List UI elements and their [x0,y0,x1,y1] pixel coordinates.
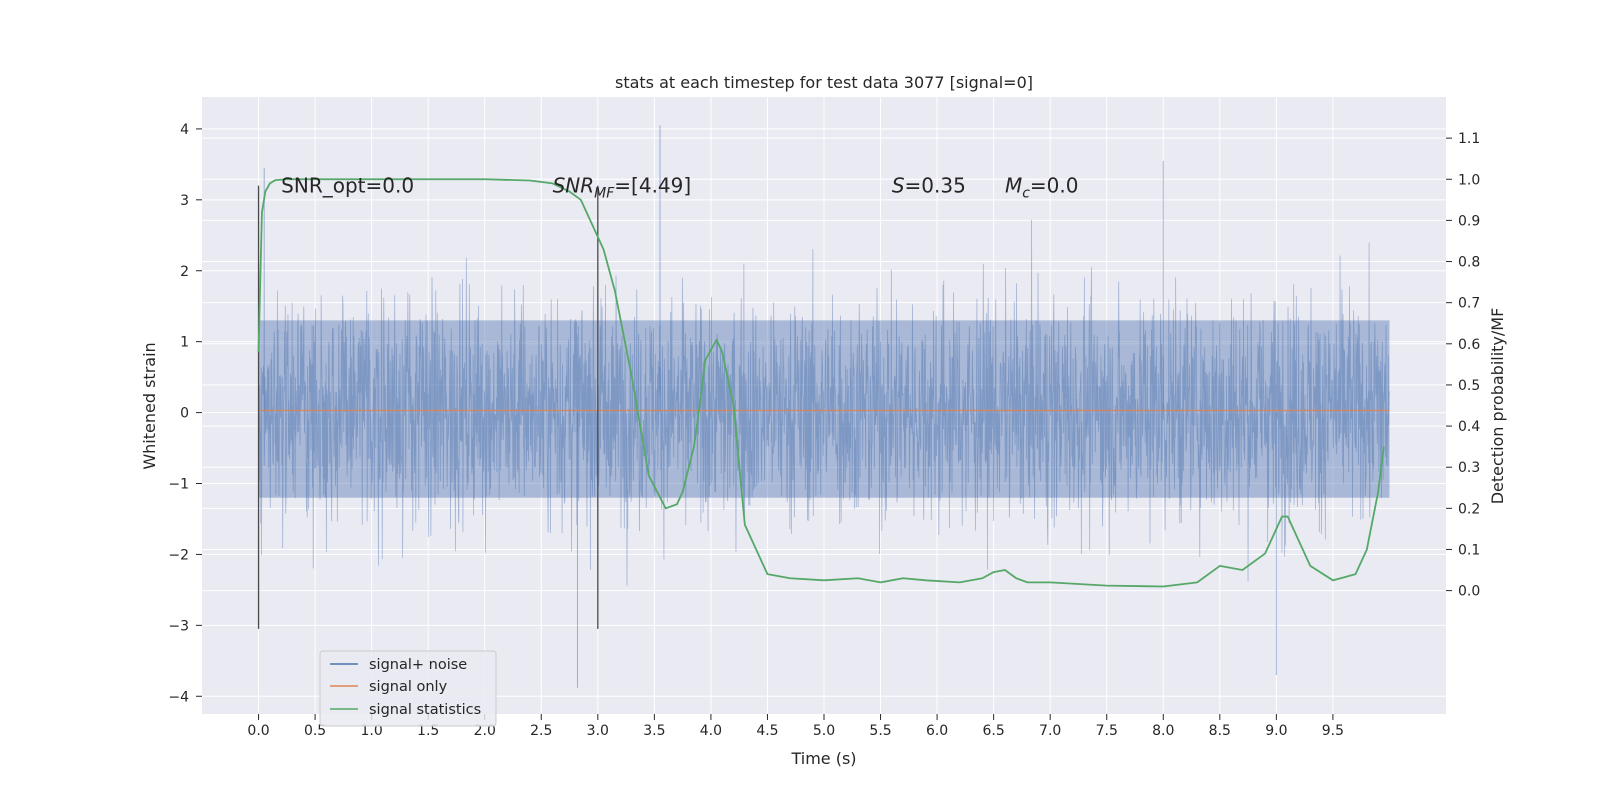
grid [202,97,1446,714]
x-tick-label: 3.0 [587,723,609,739]
series-signal-plus-noise [258,125,1390,688]
y-tick-label: 4 [180,122,189,138]
x-tick-label: 0.0 [247,723,269,739]
chart-title: stats at each timestep for test data 307… [615,73,1033,92]
y2-tick-label: 1.0 [1458,172,1480,188]
y2-tick-label: 0.9 [1458,213,1480,229]
noise-trace [258,219,1390,586]
y-axis-label: Whitened strain [140,342,159,469]
x-tick-label: 6.0 [926,723,948,739]
y2-tick-label: 0.8 [1458,255,1480,271]
x-tick-label: 7.0 [1039,723,1061,739]
x-tick-label: 5.0 [813,723,835,739]
x-tick-label: 1.5 [417,723,439,739]
x-tick-label: 5.5 [869,723,891,739]
y-tick-label: 2 [180,264,189,280]
signal-statistics-line [257,178,1385,588]
annotation-snr-mf: SNRMF=[4.49] [553,174,692,202]
x-tick-label: 4.0 [700,723,722,739]
x-axis-label: Time (s) [790,749,856,768]
legend: signal+ noise signal only signal statist… [319,650,497,727]
legend-label-signal-only: signal only [369,679,448,695]
y2-tick-label: 0.5 [1458,378,1480,394]
y2-tick-label: 0.1 [1458,542,1480,558]
y2-axis-label: Detection probability/MF [1488,308,1507,505]
legend-label-signal-plus-noise: signal+ noise [369,657,467,673]
y-tick-label: 0 [180,406,189,422]
legend-label-signal-statistics: signal statistics [369,702,481,718]
noise-band [258,320,1390,498]
legend-box [319,650,497,727]
x-tick-label: 1.0 [361,723,383,739]
y-tick-label: −1 [168,477,189,493]
y2-tick-label: 0.7 [1458,296,1480,312]
x-tick-label: 8.5 [1209,723,1231,739]
y-tick-label: −4 [168,689,189,705]
annotation-mc: Mc=0.0 [1005,174,1079,202]
x-tick-label: 3.5 [643,723,665,739]
y2-tick-label: 0.3 [1458,460,1480,476]
x-tick-label: 2.5 [530,723,552,739]
y-axis-ticks: 4 3 2 1 0 −1 −2 −3 −4 [168,122,202,705]
y-tick-label: 3 [180,193,189,209]
y2-tick-label: 0.6 [1458,337,1480,353]
annotation-s-stat: S=0.35 [892,174,966,198]
x-tick-label: 9.0 [1265,723,1287,739]
y2-tick-label: 0.4 [1458,419,1480,435]
y2-axis-ticks: 1.1 1.0 0.9 0.8 0.7 0.6 0.5 0.4 0.3 0.2 0.1 0.0 [1446,131,1480,600]
vertical-markers [257,185,599,629]
x-tick-label: 8.0 [1152,723,1174,739]
x-tick-label: 6.5 [983,723,1005,739]
y2-tick-label: 1.1 [1458,131,1480,147]
x-tick-label: 9.5 [1322,723,1344,739]
y-tick-label: 1 [180,335,189,351]
x-axis-ticks: 0.0 0.5 1.0 1.5 2.0 2.5 3.0 3.5 4.0 4.5 5.0 5.5 6.0 6… [247,714,1344,739]
y-tick-label: −2 [168,547,189,563]
x-tick-label: 0.5 [304,723,326,739]
x-tick-label: 7.5 [1096,723,1118,739]
x-tick-label: 2.0 [474,723,496,739]
annotation-snr-opt: SNR_opt=0.0 [281,174,414,198]
series-signal-statistics [257,178,1385,588]
x-tick-label: 4.5 [756,723,778,739]
y-tick-label: −3 [168,618,189,634]
y2-tick-label: 0.0 [1458,584,1480,600]
y2-tick-label: 0.2 [1458,501,1480,517]
